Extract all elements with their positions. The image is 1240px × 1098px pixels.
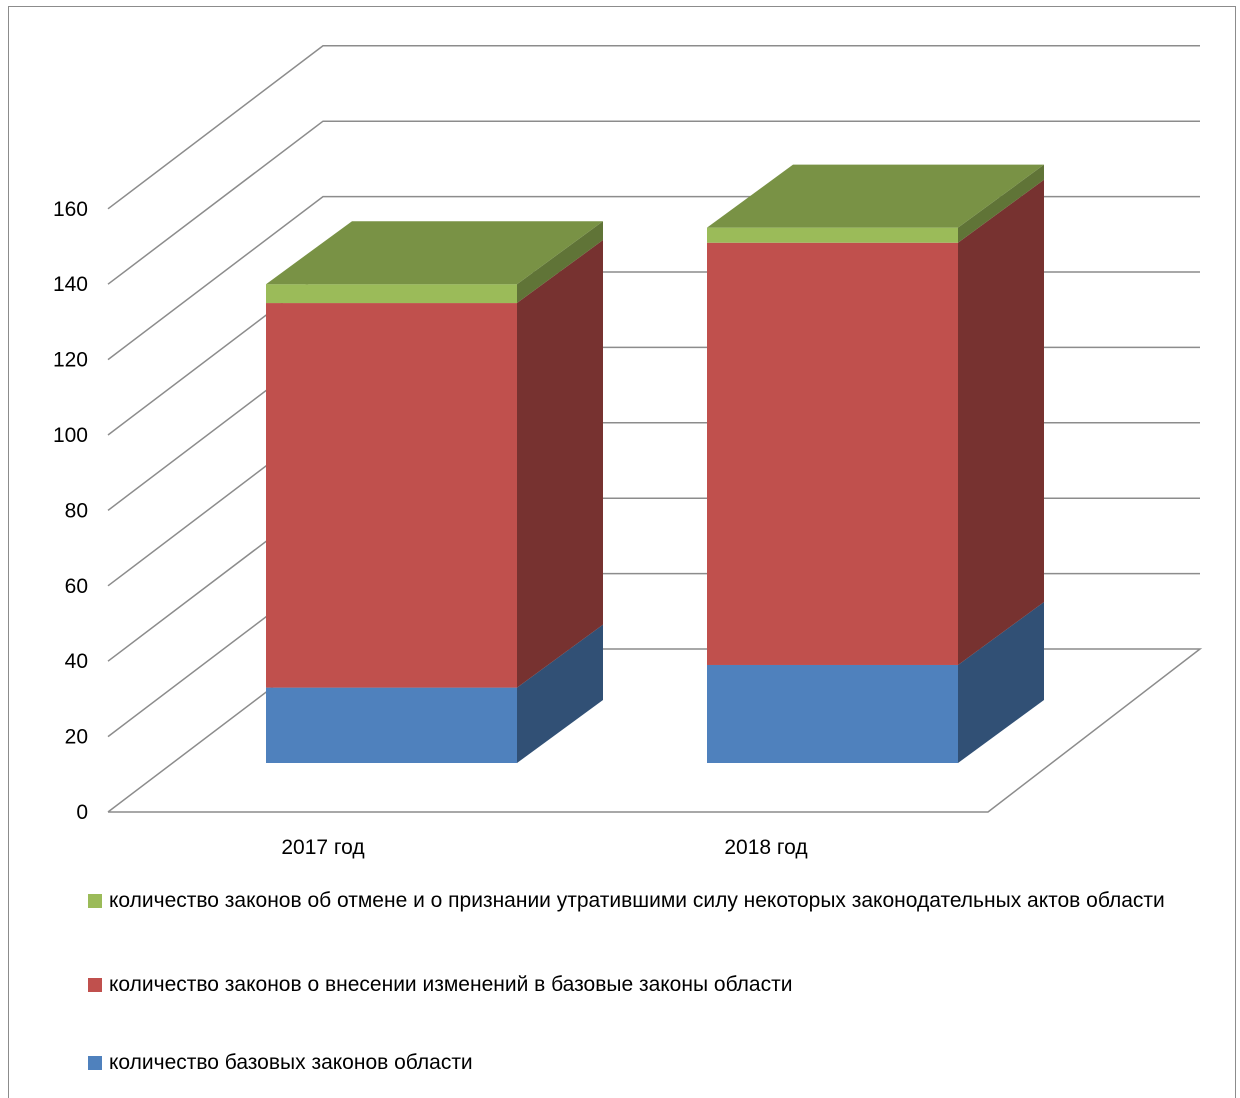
- bar-segment-side: [517, 624, 603, 763]
- labels-layer: 0 20 40 60 80 100 120 140 160 2017 год 2018 год: [53, 198, 808, 859]
- legend-label: количество законов об отмене и о признан…: [109, 889, 1165, 912]
- y-tick-label: 100: [53, 424, 88, 447]
- bar-segment-front: [707, 664, 958, 763]
- bar-segment-side: [517, 221, 603, 304]
- bar-top-face: [266, 221, 603, 285]
- y-tick-label: 20: [65, 726, 88, 749]
- legend-label: количество законов о внесении изменений …: [109, 973, 793, 996]
- y-tick-label: 80: [65, 499, 88, 522]
- y-tick-label: 120: [53, 349, 88, 372]
- legend-swatch: [88, 894, 102, 908]
- bar-segment-front: [707, 242, 958, 665]
- bars-layer: [266, 164, 1044, 763]
- legend-item: количество базовых законов области: [88, 1050, 473, 1079]
- gridline: [107, 120, 1200, 285]
- bar-segment-front: [707, 227, 958, 243]
- chart-frame: [8, 6, 1236, 1098]
- legend-swatch: [88, 978, 102, 992]
- y-tick-label: 160: [53, 198, 88, 221]
- bar-segment-front: [266, 284, 517, 304]
- bar-segment-side: [958, 164, 1044, 243]
- bar-top-face: [707, 164, 1044, 228]
- bar-segment-front: [266, 303, 517, 688]
- legend-swatch: [88, 1056, 102, 1070]
- gridline: [107, 45, 1200, 210]
- y-tick-label: 60: [65, 575, 88, 598]
- bar-segment-side: [958, 601, 1044, 763]
- y-tick-label: 40: [65, 650, 88, 673]
- legend-item: количество законов об отмене и о признан…: [88, 888, 1165, 917]
- y-tick-label: 0: [76, 801, 88, 824]
- bar-segment-side: [958, 179, 1044, 665]
- bar-segment-front: [266, 687, 517, 763]
- x-category-label: 2017 год: [281, 836, 364, 859]
- y-tick-label: 140: [53, 273, 88, 296]
- legend-item: количество законов о внесении изменений …: [88, 972, 792, 1001]
- floor-outline: [107, 648, 1203, 813]
- x-category-label: 2018 год: [724, 836, 807, 859]
- legend-label: количество базовых законов области: [109, 1051, 473, 1074]
- bar-segment-side: [517, 240, 603, 688]
